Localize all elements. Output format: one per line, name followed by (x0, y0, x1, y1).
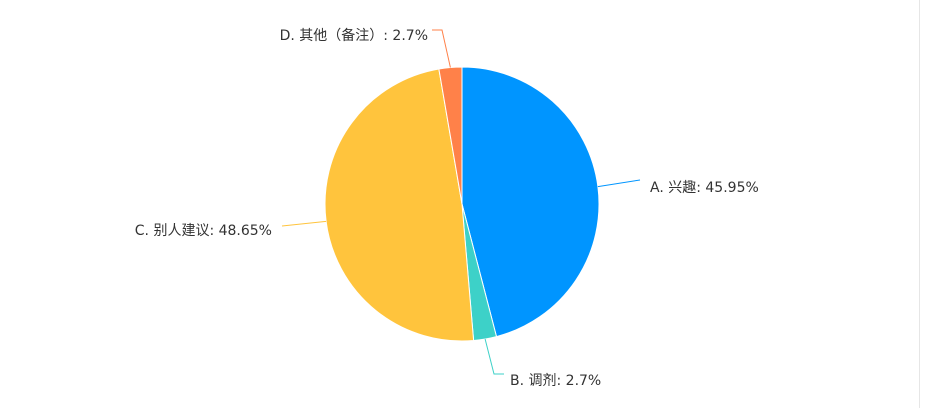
pie-slice-c[interactable] (324, 68, 475, 342)
leader-lines (281, 29, 641, 375)
pie-slices (324, 66, 600, 342)
slice-label-c: C. 别人建议: 48.65% (135, 223, 272, 239)
leader-line-d (432, 29, 451, 68)
leader-line-b (484, 338, 504, 375)
pie-slice-a[interactable] (461, 66, 600, 338)
leader-line-c (281, 220, 327, 227)
slice-label-b: B. 调剂: 2.7% (510, 373, 601, 389)
panel-border (919, 0, 920, 408)
leader-line-a (597, 179, 641, 188)
slice-label-a: A. 兴趣: 45.95% (650, 180, 759, 196)
slice-labels: A. 兴趣: 45.95% B. 调剂: 2.7% C. 别人建议: 48.65… (135, 27, 759, 389)
slice-label-d: D. 其他（备注）: 2.7% (280, 27, 428, 44)
